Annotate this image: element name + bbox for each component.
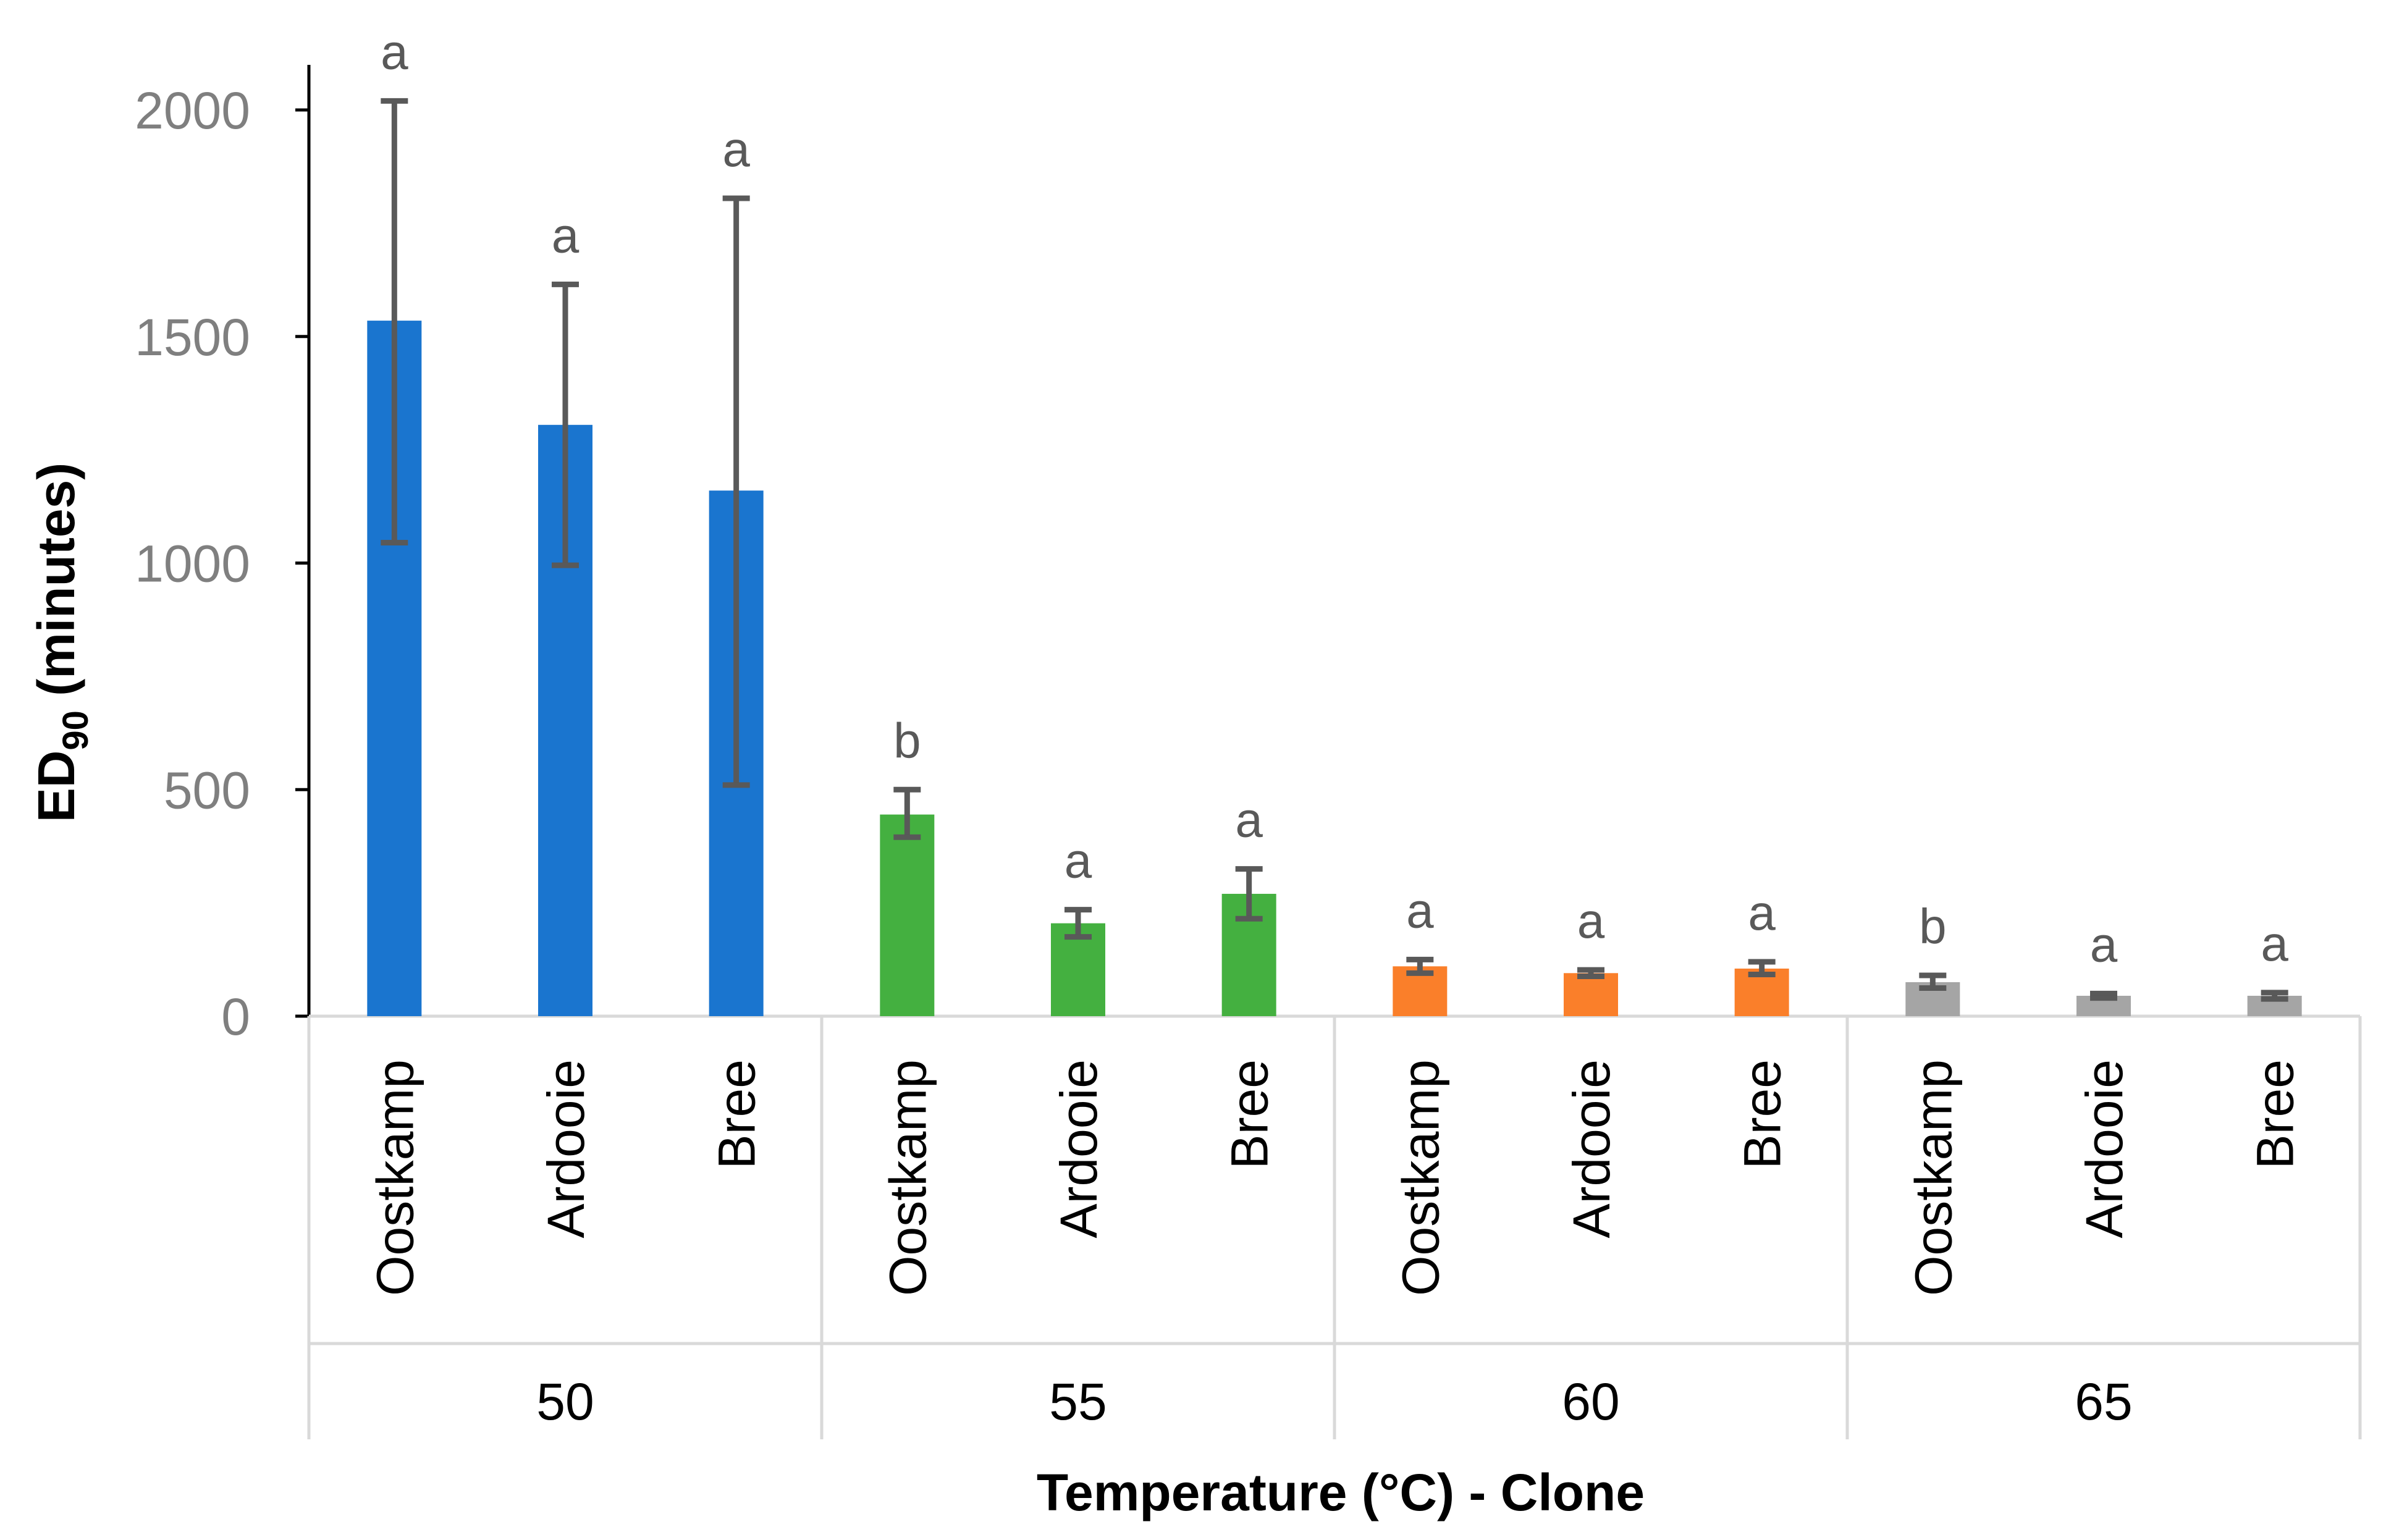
x-group-label: 65 xyxy=(2075,1373,2132,1431)
x-category-label: Oostkamp xyxy=(366,1059,424,1296)
x-group-label: 60 xyxy=(1562,1373,1619,1431)
y-tick-label: 0 xyxy=(221,988,250,1046)
significance-letter: a xyxy=(1235,793,1263,848)
y-tick-label: 1000 xyxy=(135,535,250,593)
y-tick-label: 500 xyxy=(164,761,250,819)
bars-layer xyxy=(367,321,2302,1016)
y-tick-label: 1500 xyxy=(135,308,250,366)
error-bars-layer xyxy=(381,98,2288,1002)
x-category-label: Bree xyxy=(2246,1059,2304,1169)
y-axis-title: ED90 (minutes) xyxy=(27,463,96,823)
x-axis-title: Temperature (°C) - Clone xyxy=(1037,1463,1645,1521)
x-category-label: Ardooie xyxy=(1562,1059,1621,1239)
significance-letter: b xyxy=(893,713,921,768)
x-category-label: Bree xyxy=(708,1059,766,1169)
significance-letter: a xyxy=(2090,917,2118,972)
bar-55-oostkamp xyxy=(880,814,935,1016)
significance-letter: a xyxy=(1748,885,1776,940)
x-category-label: Ardooie xyxy=(2075,1059,2133,1239)
significance-letter: a xyxy=(1406,883,1434,938)
labels-layer: 0 500 1000 1500 2000 a Oostkamp a Ardooie a Bree 50… xyxy=(27,24,2304,1521)
x-category-label: Ardooie xyxy=(537,1059,595,1239)
significance-letter: a xyxy=(722,122,750,177)
axes-layer xyxy=(295,65,2362,1439)
y-axis-title-subscript: 90 xyxy=(56,710,96,751)
significance-letter: a xyxy=(381,24,408,79)
significance-letter: a xyxy=(552,208,580,263)
x-category-label: Bree xyxy=(1221,1059,1279,1169)
significance-letter: a xyxy=(2261,916,2288,971)
x-group-label: 55 xyxy=(1049,1373,1107,1431)
bar-60-ardooie xyxy=(1564,973,1618,1016)
x-category-label: Bree xyxy=(1734,1059,1792,1169)
x-category-label: Oostkamp xyxy=(1391,1059,1449,1296)
y-axis-title-main: ED xyxy=(27,751,85,823)
x-category-label: Oostkamp xyxy=(1904,1059,1962,1296)
x-category-label: Ardooie xyxy=(1050,1059,1108,1239)
significance-letter: a xyxy=(1064,833,1092,888)
x-group-label: 50 xyxy=(536,1373,594,1431)
y-axis-title-suffix: (minutes) xyxy=(27,463,85,710)
significance-letter: a xyxy=(1577,893,1605,948)
x-category-label: Oostkamp xyxy=(879,1059,937,1296)
significance-letter: b xyxy=(1919,899,1947,954)
y-tick-label: 2000 xyxy=(135,82,250,140)
